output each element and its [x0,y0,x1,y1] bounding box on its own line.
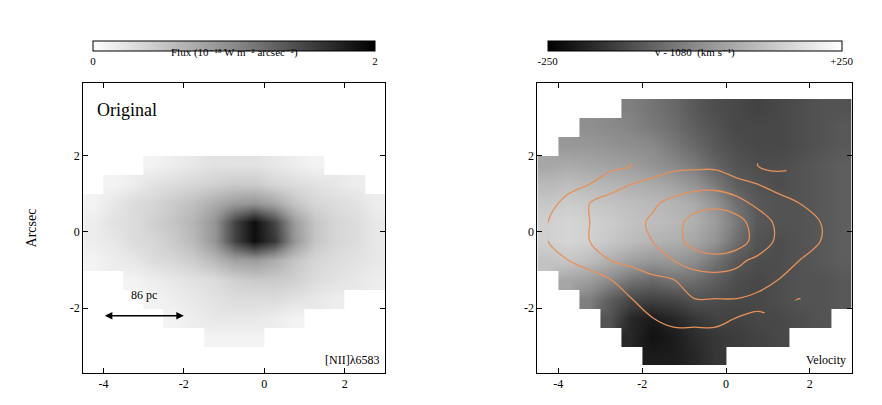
svg-text:86 pc: 86 pc [131,288,157,302]
svg-text:0: 0 [723,377,729,391]
svg-text:-4: -4 [553,377,563,391]
svg-text:v - 1080 (km s⁻¹): v - 1080 (km s⁻¹) [655,46,735,59]
svg-text:-2: -2 [179,377,189,391]
svg-text:-2: -2 [524,301,534,315]
svg-text:[NII]λ6583: [NII]λ6583 [325,353,379,367]
svg-text:+250: +250 [830,55,853,67]
svg-text:0: 0 [528,225,534,239]
svg-text:0: 0 [90,55,96,67]
svg-text:Original: Original [97,100,157,120]
svg-text:-250: -250 [537,55,558,67]
svg-text:-2: -2 [70,301,80,315]
svg-text:Arcsec: Arcsec [24,209,39,248]
svg-text:0: 0 [74,225,80,239]
svg-text:Flux (10⁻¹⁸ W m⁻² arcsec⁻²): Flux (10⁻¹⁸ W m⁻² arcsec⁻²) [171,46,298,59]
svg-text:0: 0 [261,377,267,391]
svg-text:2: 2 [807,377,813,391]
svg-text:2: 2 [372,55,378,67]
svg-text:Velocity: Velocity [806,353,846,367]
svg-text:2: 2 [74,149,80,163]
svg-text:-4: -4 [98,377,108,391]
svg-text:-2: -2 [637,377,647,391]
svg-text:2: 2 [342,377,348,391]
svg-text:2: 2 [528,149,534,163]
